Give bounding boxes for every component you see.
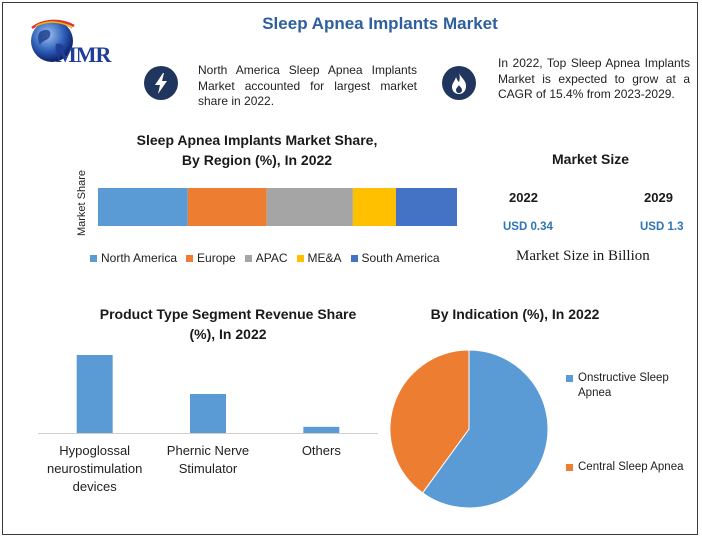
region-segment-south-america (395, 188, 457, 226)
legend-swatch (566, 464, 573, 471)
product-category-labels: Hypoglossal neurostimulation devices Pherni… (38, 442, 378, 502)
market-size-footnote: Market Size in Billion (516, 248, 650, 264)
flame-icon (452, 73, 466, 94)
region-segment-apac (266, 188, 353, 226)
legend-label: Europe (197, 251, 236, 265)
legend-label: APAC (255, 251, 288, 265)
product-bar-others (303, 426, 340, 433)
category-label-line: Others (301, 443, 341, 458)
pie-chart-title: By Indication (%), In 2022 (430, 306, 600, 322)
pie-slice-onstructive-sleep-apnea (421, 349, 549, 509)
legend-swatch (566, 375, 573, 382)
region-y-axis-label-wrap: Market Share (72, 160, 92, 246)
market-size-heading: Market Size (552, 151, 630, 167)
category-label-line: devices (72, 479, 117, 494)
legend-item-apac: APAC (244, 251, 288, 265)
product-category-hypoglossal-neurostimulation-devices: Hypoglossal neurostimulation devices (38, 442, 151, 496)
legend-swatch (350, 254, 358, 262)
globe-logo-icon (31, 19, 75, 62)
market-size-value-2022: USD 0.34 (503, 221, 553, 233)
legend-swatch (296, 254, 304, 262)
product-chart-title-line1: Product Type Segment Revenue Share (99, 306, 357, 322)
pie-legend-item-central-sleep-apnea: Central Sleep Apnea (566, 460, 691, 475)
category-label-line: neurostimulation (46, 461, 143, 476)
region-segment-north-america (98, 188, 188, 226)
lightning-icon (155, 73, 167, 94)
pie-slice-central-sleep-apnea (389, 349, 470, 494)
region-chart-title: Sleep Apnea Implants Market Share, By Re… (100, 130, 414, 170)
region-legend: North America Europe APAC ME&A South America (90, 251, 449, 265)
pie-legend-item-onstructive-sleep-apnea: Onstructive Sleep Apnea (566, 371, 691, 401)
legend-label: Onstructive Sleep Apnea (578, 372, 669, 399)
product-bar-phernic-nerve-stimulator (190, 394, 226, 433)
info-left-text: North America Sleep Apnea Implants Marke… (198, 63, 417, 108)
legend-swatch (186, 254, 194, 262)
legend-label: ME&A (307, 251, 342, 265)
region-segment-me-a (352, 188, 396, 226)
market-size-year-2029: 2029 (644, 190, 673, 205)
product-chart-title: Product Type Segment Revenue Share (%), … (78, 304, 378, 344)
page-title: Sleep Apnea Implants Market (262, 14, 498, 33)
product-bar-chart (38, 355, 378, 434)
legend-item-me-a: ME&A (296, 251, 342, 265)
product-category-others: Others (265, 442, 378, 460)
logo-text: MMR (56, 42, 111, 67)
product-category-phernic-nerve-stimulator: Phernic Nerve Stimulator (151, 442, 264, 478)
legend-item-north-america: North America (90, 251, 177, 265)
legend-item-south-america: South America (350, 251, 440, 265)
product-chart-title-line2: (%), In 2022 (189, 326, 267, 342)
flame-icon-badge (442, 66, 476, 100)
category-label-line: Phernic Nerve (166, 443, 250, 458)
lightning-icon-badge (144, 66, 178, 100)
region-chart-title-line1: Sleep Apnea Implants Market Share, (136, 132, 378, 148)
legend-label: South America (361, 251, 440, 265)
region-y-axis-label: Market Share (76, 169, 88, 237)
market-size-year-2022: 2022 (509, 190, 538, 205)
legend-swatch (90, 254, 97, 262)
category-label-line: Stimulator (178, 461, 238, 476)
region-chart-title-line2: By Region (%), In 2022 (181, 152, 333, 168)
info-right-text: In 2022, Top Sleep Apnea Implants Market… (498, 56, 690, 101)
legend-item-europe: Europe (186, 251, 236, 265)
region-stacked-bar-chart (98, 188, 457, 226)
legend-label: Central Sleep Apnea (578, 461, 684, 473)
indication-pie-chart (389, 349, 549, 509)
legend-label: North America (101, 251, 178, 265)
region-segment-europe (187, 188, 267, 226)
category-label-line: Hypoglossal (59, 443, 131, 458)
market-size-value-2029: USD 1.3 (640, 221, 684, 233)
legend-swatch (244, 254, 252, 262)
product-bar-hypoglossal-neurostimulation-devices (76, 355, 113, 433)
